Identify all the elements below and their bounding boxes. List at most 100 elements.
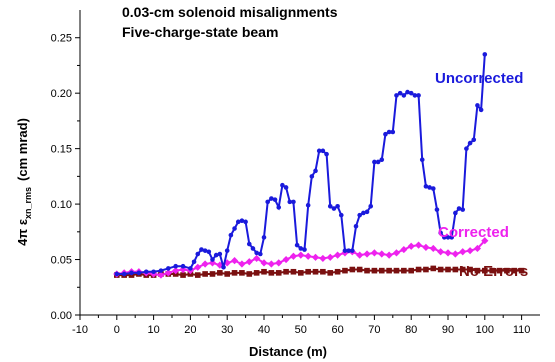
data-point bbox=[194, 263, 202, 271]
data-point bbox=[261, 235, 267, 240]
x-tick-label: 50 bbox=[295, 324, 307, 336]
data-point bbox=[246, 271, 253, 277]
data-point bbox=[437, 248, 445, 256]
data-point bbox=[379, 157, 385, 163]
data-point bbox=[346, 248, 351, 253]
data-point bbox=[312, 268, 319, 275]
x-tick-label: 90 bbox=[442, 324, 454, 336]
chart-subtitle: Five-charge-state beam bbox=[122, 24, 278, 40]
data-point bbox=[331, 206, 337, 211]
data-point bbox=[356, 251, 364, 259]
data-point bbox=[305, 268, 311, 275]
data-point bbox=[364, 267, 370, 274]
data-point bbox=[338, 212, 344, 218]
series-uncorrected bbox=[114, 52, 488, 277]
data-point bbox=[414, 241, 423, 249]
data-point bbox=[282, 255, 290, 264]
data-point bbox=[335, 204, 340, 209]
data-point bbox=[180, 272, 186, 278]
data-point bbox=[511, 267, 518, 274]
data-point bbox=[481, 237, 489, 245]
data-point bbox=[195, 251, 201, 257]
x-tick-label: 10 bbox=[147, 324, 159, 336]
data-point bbox=[294, 242, 300, 248]
data-point bbox=[412, 93, 418, 98]
data-point bbox=[386, 267, 392, 274]
y-tick-label: 0.20 bbox=[51, 88, 72, 100]
data-point bbox=[390, 129, 396, 135]
data-point bbox=[442, 235, 447, 240]
data-point bbox=[201, 260, 209, 268]
data-point bbox=[334, 268, 341, 275]
data-point bbox=[269, 196, 274, 201]
data-point bbox=[415, 266, 422, 273]
data-point bbox=[265, 199, 270, 205]
data-point bbox=[283, 268, 289, 275]
data-point bbox=[313, 168, 318, 174]
data-point bbox=[434, 207, 440, 212]
data-point bbox=[364, 209, 370, 215]
data-point bbox=[445, 266, 451, 273]
y-axis-title-unit: (cm mrad) bbox=[15, 118, 30, 181]
data-point bbox=[224, 271, 230, 277]
data-point bbox=[309, 174, 315, 179]
data-point bbox=[319, 254, 327, 263]
data-point bbox=[464, 146, 469, 151]
x-tick-label: 30 bbox=[221, 324, 233, 336]
x-tick-label: 70 bbox=[368, 324, 380, 336]
data-point bbox=[419, 157, 425, 163]
data-point bbox=[173, 263, 178, 269]
chart-title: 0.03-cm solenoid misalignments bbox=[122, 4, 338, 20]
data-point bbox=[254, 250, 259, 256]
data-point bbox=[423, 266, 429, 273]
data-point bbox=[206, 249, 212, 255]
data-point bbox=[213, 252, 219, 258]
data-point bbox=[202, 248, 208, 253]
data-point bbox=[217, 251, 223, 257]
data-point bbox=[239, 270, 245, 276]
y-tick-label: 0.05 bbox=[51, 255, 72, 267]
data-point bbox=[342, 248, 348, 253]
data-point bbox=[392, 249, 401, 257]
data-point bbox=[320, 148, 326, 154]
data-point bbox=[437, 266, 444, 273]
y-tick-label: 0.00 bbox=[51, 310, 72, 322]
data-point bbox=[427, 185, 432, 190]
data-point bbox=[378, 250, 386, 258]
data-point bbox=[239, 218, 245, 224]
data-point bbox=[353, 223, 359, 229]
data-point bbox=[456, 206, 462, 211]
data-point bbox=[276, 205, 282, 210]
data-point bbox=[253, 270, 260, 276]
data-point bbox=[393, 267, 400, 274]
x-axis-title: Distance (m) bbox=[249, 344, 327, 359]
data-point bbox=[475, 103, 480, 108]
data-point bbox=[275, 270, 282, 276]
data-point bbox=[504, 267, 510, 274]
data-point bbox=[260, 259, 268, 267]
data-point bbox=[453, 210, 458, 216]
data-point bbox=[397, 90, 403, 96]
data-point bbox=[267, 260, 275, 268]
y-tick-label: 0.10 bbox=[51, 199, 72, 211]
data-point bbox=[235, 219, 241, 225]
data-point bbox=[429, 244, 437, 253]
data-point bbox=[164, 269, 172, 277]
data-point bbox=[320, 268, 326, 275]
data-point bbox=[368, 204, 374, 209]
data-point bbox=[482, 267, 488, 274]
x-tick-label: 60 bbox=[331, 324, 343, 336]
data-point bbox=[400, 245, 408, 254]
data-point bbox=[466, 247, 474, 255]
data-point bbox=[217, 270, 223, 276]
data-point bbox=[245, 258, 253, 266]
data-point bbox=[451, 250, 459, 258]
data-point bbox=[386, 129, 392, 135]
data-point bbox=[408, 90, 414, 96]
data-point bbox=[482, 52, 488, 57]
series-label-no-errors: No Errors bbox=[459, 263, 528, 280]
data-point bbox=[224, 248, 230, 253]
series-layer bbox=[113, 52, 525, 279]
data-point bbox=[370, 249, 378, 257]
